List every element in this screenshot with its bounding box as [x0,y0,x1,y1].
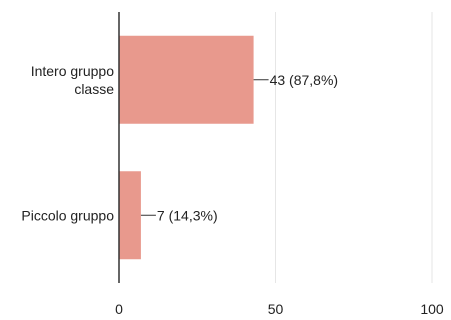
bar [119,171,141,260]
x-tick-label: 50 [268,301,284,317]
data-label: 43 (87,8%) [270,72,338,88]
labels: 0 50 100 Intero gruppo classe 43 (87,8%) Picco… [21,63,444,317]
x-tick-label: 0 [115,301,123,317]
category-label: classe [74,81,114,97]
category-label: Piccolo gruppo [21,207,114,223]
gridlines [275,12,433,283]
x-tick-label: 100 [420,301,444,317]
category-label: Intero gruppo [31,63,114,79]
bar [119,35,254,124]
data-label: 7 (14,3%) [157,207,218,223]
bars [119,35,254,260]
